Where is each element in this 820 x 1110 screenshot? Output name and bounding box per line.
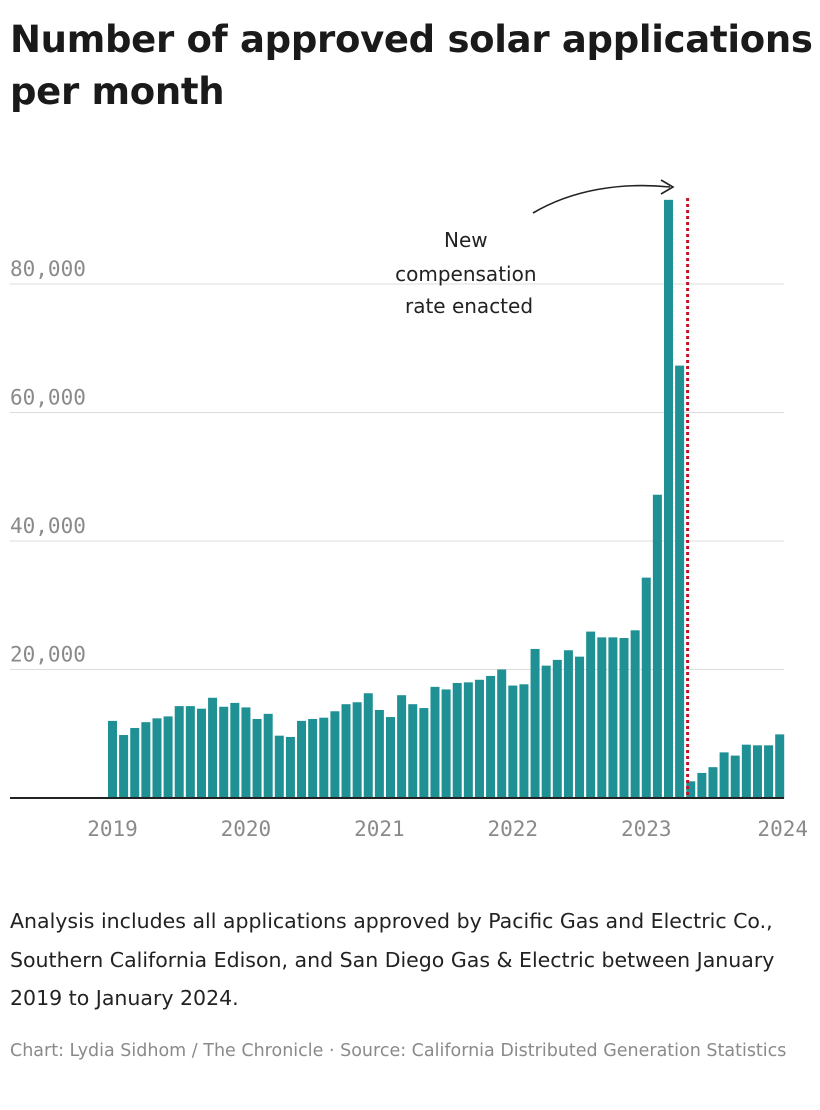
bar xyxy=(508,685,518,798)
bar xyxy=(297,720,307,798)
x-tick-label: 2020 xyxy=(221,817,272,841)
bar xyxy=(752,745,762,798)
y-tick-label: 60,000 xyxy=(10,386,86,410)
bar xyxy=(208,697,218,798)
bar xyxy=(630,630,640,798)
bar xyxy=(319,717,329,798)
bar xyxy=(730,755,740,798)
credit-separator: · xyxy=(323,1041,341,1061)
bar xyxy=(386,717,395,798)
bar xyxy=(708,767,718,798)
bar xyxy=(230,702,240,798)
bar xyxy=(108,720,117,798)
bar xyxy=(474,679,484,798)
bar xyxy=(619,638,629,798)
bar xyxy=(397,695,407,798)
bar xyxy=(452,682,462,798)
bar xyxy=(586,631,596,798)
y-tick-label: 40,000 xyxy=(10,514,86,538)
event-annotation-line: New xyxy=(444,228,488,252)
bar xyxy=(686,781,696,798)
chart-title: Number of approved solar applications pe… xyxy=(10,18,813,113)
event-annotation-text: New compensation rate enacted xyxy=(395,228,543,318)
bar xyxy=(363,693,373,798)
bar xyxy=(486,675,496,798)
event-annotation-line: compensation xyxy=(395,262,536,286)
x-tick-label: 2022 xyxy=(488,817,539,841)
bar xyxy=(530,648,540,798)
bar xyxy=(163,716,173,798)
event-annotation-line: rate enacted xyxy=(405,294,533,318)
bar xyxy=(519,684,529,798)
annotation-arrowhead-icon xyxy=(660,179,675,195)
bar xyxy=(697,772,707,798)
x-tick-label: 2021 xyxy=(354,817,405,841)
bar xyxy=(263,713,273,798)
bar xyxy=(719,752,729,798)
bar xyxy=(764,745,774,798)
bar xyxy=(541,665,551,798)
x-tick-label: 2024 xyxy=(757,817,808,841)
bar xyxy=(141,722,151,798)
bar xyxy=(196,708,206,798)
bar xyxy=(308,718,318,798)
bar xyxy=(219,706,229,798)
x-axis-ticks: 2019 2020 2021 2022 2023 2024 xyxy=(87,817,808,841)
credit-source: Source: California Distributed Generatio… xyxy=(340,1041,787,1061)
x-tick-label: 2023 xyxy=(621,817,672,841)
bar xyxy=(174,706,184,798)
bar xyxy=(775,734,785,798)
bar xyxy=(652,494,662,798)
bar xyxy=(352,702,362,798)
bar xyxy=(330,711,340,798)
y-tick-label: 80,000 xyxy=(10,257,86,281)
bar xyxy=(675,365,685,798)
bar xyxy=(463,682,473,798)
bar xyxy=(563,650,573,798)
bar xyxy=(285,736,295,798)
bar xyxy=(497,669,507,798)
chart-note: Analysis includes all applications appro… xyxy=(10,909,775,1010)
annotation-arrow xyxy=(532,184,671,214)
bar xyxy=(241,707,251,798)
bar xyxy=(152,718,162,798)
bar xyxy=(341,704,351,798)
chart-credit: Chart: Lydia Sidhom / The Chronicle · So… xyxy=(10,1034,810,1068)
bar xyxy=(741,744,751,798)
bar xyxy=(664,199,673,798)
bar xyxy=(274,735,284,798)
bar xyxy=(374,709,384,798)
y-tick-label: 20,000 xyxy=(10,643,86,667)
bar xyxy=(430,686,440,798)
bar xyxy=(441,689,451,798)
bar xyxy=(597,637,607,799)
bar xyxy=(119,735,129,798)
bar xyxy=(641,577,651,798)
bar xyxy=(252,718,262,798)
bar xyxy=(608,637,618,799)
credit-author: Chart: Lydia Sidhom / The Chronicle xyxy=(10,1041,324,1061)
bar xyxy=(185,706,195,798)
bar xyxy=(575,656,585,798)
bar xyxy=(552,659,562,798)
bar-chart: 20,000 40,000 60,000 80,000 2019 2020 2021 202… xyxy=(10,179,808,841)
bar xyxy=(130,727,140,798)
bars xyxy=(108,199,785,799)
x-tick-label: 2019 xyxy=(87,817,138,841)
bar xyxy=(408,704,418,798)
bar xyxy=(419,708,429,798)
gridlines: 20,000 40,000 60,000 80,000 xyxy=(10,257,784,670)
